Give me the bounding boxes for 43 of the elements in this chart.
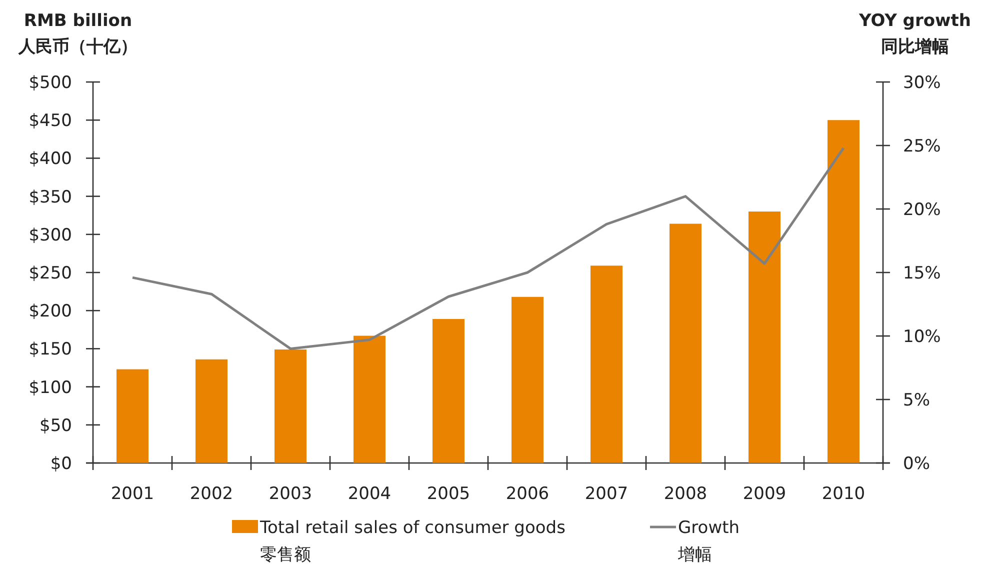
bar xyxy=(670,224,702,463)
y-tick-label: $500 xyxy=(28,73,72,93)
bar xyxy=(354,336,386,463)
y-tick-label: $250 xyxy=(28,264,72,284)
x-tick-label: 2004 xyxy=(348,484,392,504)
bar xyxy=(748,212,780,463)
bar xyxy=(432,318,464,463)
bar xyxy=(196,359,228,463)
x-tick-label: 2006 xyxy=(506,484,550,504)
legend-label: Total retail sales of consumer goods 零售额 xyxy=(259,518,566,565)
y2-tick-label: 20% xyxy=(903,200,941,220)
bar xyxy=(274,349,306,463)
x-tick-label: 2008 xyxy=(664,484,708,504)
y-tick-label: $350 xyxy=(28,187,72,208)
y2-tick-label: 5% xyxy=(903,390,930,410)
x-tick-label: 2001 xyxy=(110,484,154,504)
x-tick-label: 2005 xyxy=(426,484,470,504)
bar xyxy=(828,120,860,463)
y2-tick-label: 15% xyxy=(903,264,941,284)
bar xyxy=(116,369,148,463)
y-axis-title: RMB billion 人民币（十亿） xyxy=(18,11,138,57)
line-series xyxy=(131,146,845,350)
y-tick-label: $200 xyxy=(28,302,72,322)
bar xyxy=(512,296,544,463)
x-tick-label: 2007 xyxy=(584,484,628,504)
y2-tick-label: 30% xyxy=(903,73,941,93)
y-tick-label: $100 xyxy=(28,378,72,398)
y-tick-label: $0 xyxy=(50,454,72,474)
x-tick-label: 2003 xyxy=(268,484,312,504)
x-tick-label: 2010 xyxy=(822,484,866,504)
y-tick-label: $300 xyxy=(28,225,72,246)
y-tick-label: $50 xyxy=(40,416,72,436)
y-tick-label: $450 xyxy=(28,111,72,132)
x-tick-label: 2009 xyxy=(742,484,786,504)
y2-axis-title: YOY growth 同比增幅 xyxy=(858,11,971,57)
y2-tick-label: 10% xyxy=(903,327,941,347)
y2-tick-label: 25% xyxy=(903,136,941,156)
legend-label: Growth 增幅 xyxy=(677,518,740,565)
y2-tick-label: 0% xyxy=(903,454,930,474)
x-tick-label: 2002 xyxy=(190,484,234,504)
y-tick-label: $150 xyxy=(28,340,72,360)
y-tick-label: $400 xyxy=(28,149,72,170)
bar xyxy=(590,266,622,463)
